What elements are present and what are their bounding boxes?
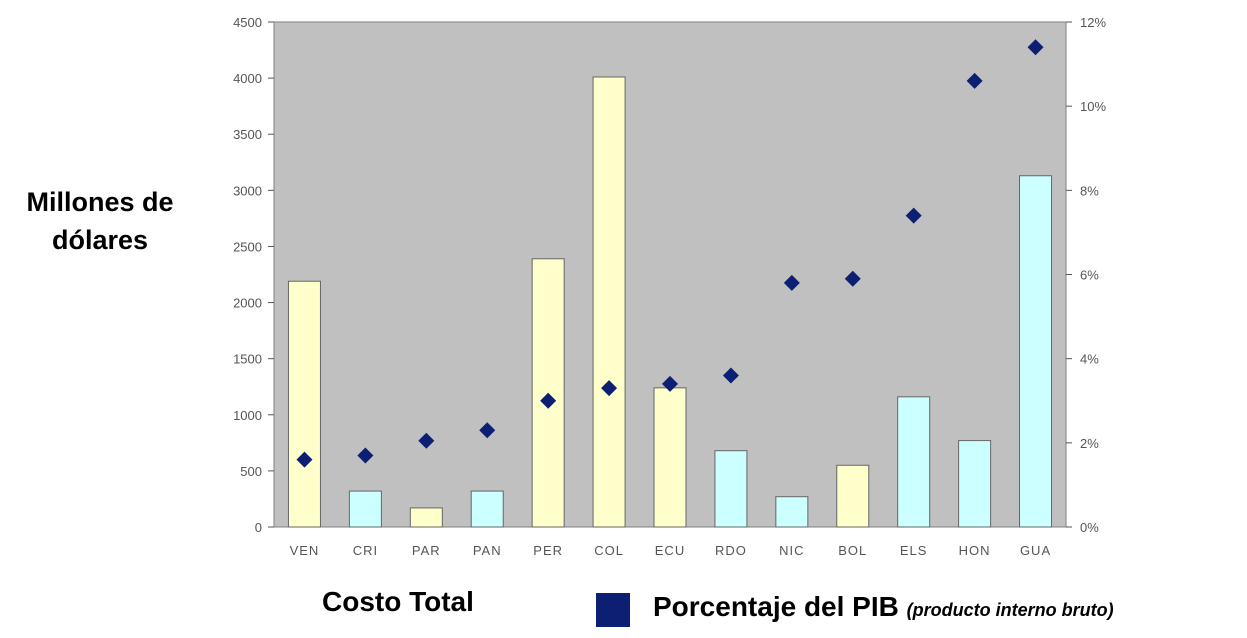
pib-marker-cri xyxy=(357,447,374,464)
y-tick-label: 1500 xyxy=(233,352,262,367)
legend-sub-text: (producto interno bruto) xyxy=(906,600,1114,620)
pib-marker-rdo xyxy=(722,367,739,384)
x-tick-label: HON xyxy=(959,543,991,558)
pib-marker-ven xyxy=(296,451,313,468)
y-axis-title: Millones de dólares xyxy=(0,183,200,259)
y-tick-label: 500 xyxy=(240,464,262,479)
y-tick-label: 2500 xyxy=(233,239,262,254)
y2-tick-label: 6% xyxy=(1080,268,1099,283)
bar-rdo xyxy=(714,450,748,528)
y2-tick-label: 4% xyxy=(1080,352,1099,367)
x-tick-label: VEN xyxy=(290,543,320,558)
x-tick-label: PAN xyxy=(473,543,502,558)
pib-marker-pan xyxy=(479,422,496,439)
y-tick-label: 0 xyxy=(255,520,262,535)
y-tick-label: 4000 xyxy=(233,71,262,86)
bar-ven xyxy=(287,280,321,528)
y-axis-title-line2: dólares xyxy=(51,225,149,255)
pib-marker-els xyxy=(905,207,922,224)
costo-total-label: Costo Total xyxy=(322,586,474,617)
bar-els xyxy=(897,396,931,528)
x-tick-label: PER xyxy=(533,543,563,558)
x-tick-label: NIC xyxy=(779,543,804,558)
bar-hon xyxy=(958,440,992,528)
bar-nic xyxy=(775,496,809,528)
pib-marker-bol xyxy=(844,270,861,287)
bar-ecu xyxy=(653,387,687,528)
y2-tick-label: 0% xyxy=(1080,520,1099,535)
legend-swatch-pib xyxy=(596,593,630,627)
bar-gua xyxy=(1019,175,1053,528)
x-tick-label: COL xyxy=(594,543,624,558)
y2-tick-label: 12% xyxy=(1080,15,1106,30)
x-tick-label: PAR xyxy=(412,543,441,558)
bar-cri xyxy=(348,490,382,528)
x-tick-label: CRI xyxy=(353,543,378,558)
y2-tick-label: 2% xyxy=(1080,436,1099,451)
y2-tick-label: 10% xyxy=(1080,99,1106,114)
pib-marker-ecu xyxy=(662,375,678,392)
y-axis-title-line1: Millones de xyxy=(26,187,174,217)
pib-marker-col xyxy=(601,380,618,397)
bar-pan xyxy=(470,490,504,528)
x-tick-label: BOL xyxy=(838,543,867,558)
pib-marker-hon xyxy=(966,72,983,89)
legend-main-text: Porcentaje del PIB xyxy=(653,591,899,622)
x-tick-label: ELS xyxy=(900,543,928,558)
pib-marker-gua xyxy=(1027,39,1044,56)
legend-label-pib: Porcentaje del PIB (producto interno bru… xyxy=(653,591,1114,623)
pib-marker-per xyxy=(540,392,557,409)
x-tick-label: RDO xyxy=(715,543,747,558)
y2-tick-label: 8% xyxy=(1080,183,1099,198)
y-tick-label: 3500 xyxy=(233,127,262,142)
pib-marker-nic xyxy=(783,274,800,291)
x-tick-label: GUA xyxy=(1020,543,1051,558)
y-tick-label: 2000 xyxy=(233,296,262,311)
bar-col xyxy=(592,76,626,528)
bar-bol xyxy=(836,464,870,528)
x-tick-label: ECU xyxy=(655,543,685,558)
pib-marker-par xyxy=(418,432,435,449)
y-tick-label: 1000 xyxy=(233,408,262,423)
y-tick-label: 4500 xyxy=(233,15,262,30)
bar-par xyxy=(409,507,443,528)
y-tick-label: 3000 xyxy=(233,183,262,198)
